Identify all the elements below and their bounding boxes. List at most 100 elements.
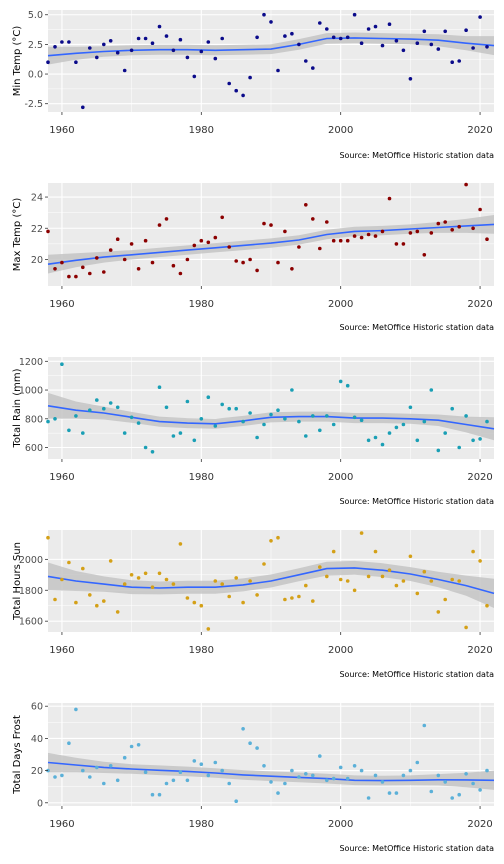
- x-tick-label: 2020: [467, 645, 492, 656]
- data-point: [366, 438, 371, 443]
- data-point: [457, 579, 462, 583]
- x-tick-label: 2000: [328, 645, 353, 656]
- y-axis-title: Max Temp (°C): [12, 198, 23, 272]
- y-tick-label: 2000: [19, 555, 43, 566]
- data-point: [401, 773, 406, 778]
- data-point: [53, 45, 57, 49]
- data-point: [185, 778, 190, 783]
- data-point: [102, 406, 106, 411]
- data-point: [408, 77, 413, 81]
- data-point: [359, 531, 364, 535]
- y-tick-label: 24: [31, 193, 43, 204]
- data-point: [373, 773, 378, 778]
- x-tick-label: 2020: [467, 472, 492, 483]
- trend-line: [47, 223, 495, 265]
- data-point: [331, 35, 336, 40]
- y-tick-label: 1600: [19, 617, 43, 628]
- data-point: [338, 36, 343, 41]
- data-point: [95, 256, 99, 260]
- x-tick-label: 1960: [49, 819, 74, 830]
- data-point: [443, 431, 448, 435]
- data-point: [290, 31, 294, 36]
- data-point: [394, 39, 399, 43]
- data-point: [164, 781, 169, 786]
- data-point: [122, 257, 127, 262]
- data-point: [185, 55, 190, 60]
- data-point: [108, 401, 113, 405]
- data-point: [325, 27, 329, 31]
- data-point: [122, 755, 127, 760]
- data-point: [46, 535, 50, 540]
- x-tick-label: 1980: [189, 472, 214, 483]
- y-tick-label: 20: [31, 255, 43, 266]
- y-axis-title: Total Days Frost: [12, 715, 23, 795]
- data-point: [464, 28, 468, 32]
- data-point: [199, 49, 204, 54]
- data-point: [429, 388, 434, 392]
- data-point: [373, 435, 378, 440]
- data-point: [338, 238, 343, 243]
- data-point: [436, 773, 441, 778]
- data-point: [136, 36, 141, 41]
- data-point: [150, 792, 155, 797]
- data-point: [422, 29, 427, 34]
- data-point: [136, 576, 141, 580]
- data-point: [192, 74, 197, 79]
- x-tick-label: 1980: [189, 299, 214, 310]
- data-point: [46, 60, 50, 64]
- y-tick-label: 0.0: [28, 70, 43, 81]
- data-point: [443, 780, 448, 784]
- data-point: [450, 796, 455, 800]
- data-point: [436, 47, 441, 51]
- data-point: [352, 415, 357, 420]
- data-point: [380, 574, 385, 579]
- source-caption: Source: MetOffice Historic station data: [339, 497, 494, 506]
- data-point: [60, 260, 64, 265]
- data-point: [269, 20, 273, 24]
- data-point: [262, 764, 266, 768]
- data-point: [74, 274, 78, 279]
- data-point: [248, 411, 252, 415]
- data-point: [122, 582, 127, 586]
- data-point: [129, 415, 134, 420]
- data-point: [297, 775, 301, 779]
- data-point: [443, 597, 448, 602]
- data-point: [171, 263, 176, 268]
- data-point: [178, 431, 183, 435]
- data-point: [304, 203, 308, 207]
- data-point: [394, 242, 399, 246]
- data-point: [206, 627, 211, 631]
- data-point: [311, 599, 315, 603]
- data-point: [192, 759, 197, 763]
- chart-2: 20 22 24 1960 1980 2000 2020 Max Temp (°C) Sourc…: [12, 182, 495, 332]
- data-point: [478, 437, 482, 441]
- x-tick-label: 1980: [189, 819, 214, 830]
- chart-5: 0 20 40 60 1960 1980 2000 2020 Total Days Frost S…: [12, 702, 494, 853]
- y-tick-label: 20: [31, 766, 43, 777]
- data-point: [102, 42, 106, 47]
- x-tick-label: 2000: [328, 125, 353, 136]
- data-point: [171, 434, 176, 438]
- y-tick-label: 1800: [19, 586, 43, 597]
- chart-1: -2.5 0.0 2.5 5.0 1960 1980 2000 2020 Min Temp (°…: [12, 10, 494, 160]
- data-point: [129, 48, 134, 53]
- x-tick-label: 2020: [467, 299, 492, 310]
- data-point: [53, 267, 57, 271]
- data-point: [276, 408, 280, 413]
- data-point: [331, 549, 336, 554]
- data-point: [115, 405, 120, 410]
- data-point: [331, 776, 336, 781]
- data-point: [471, 226, 475, 231]
- data-point: [345, 238, 350, 243]
- data-point: [220, 215, 224, 220]
- data-point: [269, 412, 273, 417]
- y-tick-label: 40: [31, 734, 43, 745]
- data-point: [380, 780, 385, 784]
- data-point: [67, 40, 71, 44]
- data-point: [192, 438, 197, 443]
- y-axis-title: Total Hours Sun: [12, 542, 23, 621]
- data-point: [380, 229, 385, 234]
- data-point: [276, 791, 280, 795]
- data-point: [436, 610, 441, 614]
- data-point: [108, 39, 113, 43]
